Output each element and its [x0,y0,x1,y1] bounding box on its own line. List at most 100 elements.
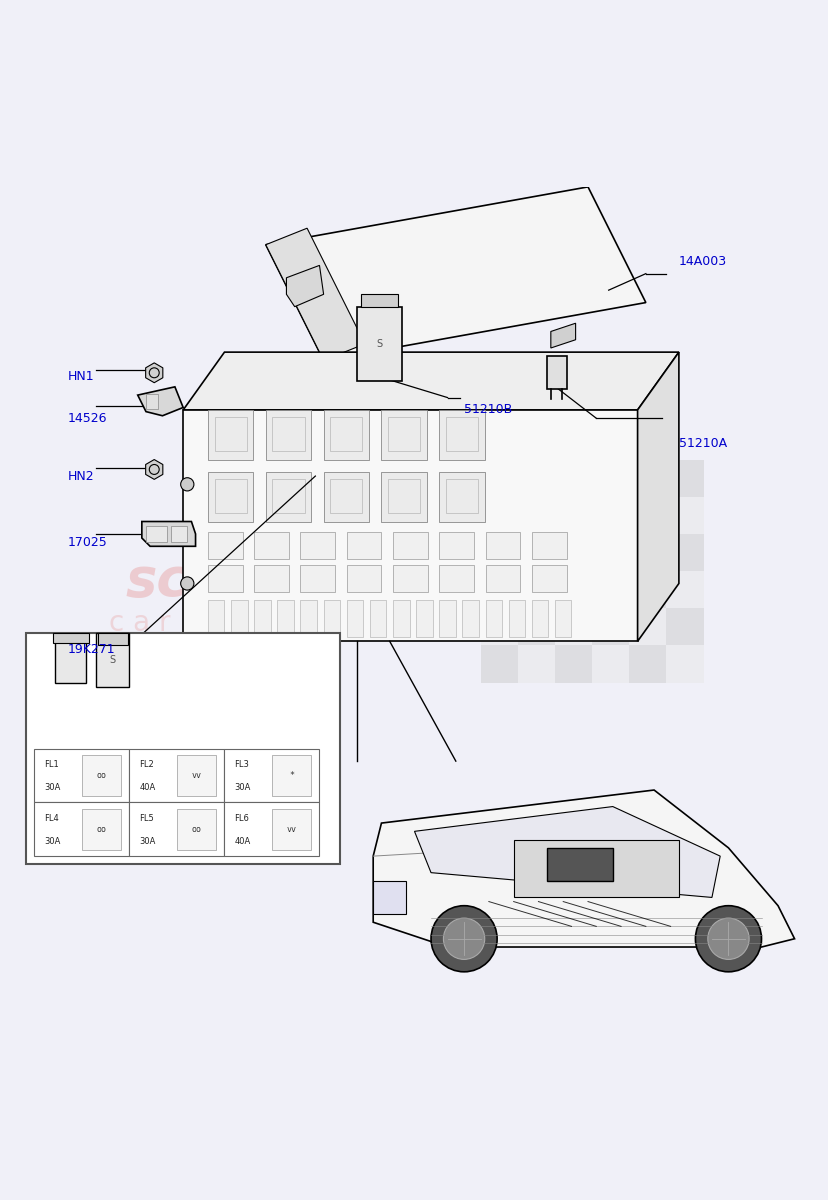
Bar [485,600,502,637]
Polygon shape [266,187,645,360]
Text: oo: oo [97,824,107,834]
Circle shape [695,906,761,972]
Polygon shape [286,265,323,307]
Text: 30A: 30A [234,782,250,792]
Bar [591,608,628,646]
Bar [666,460,703,497]
Polygon shape [183,352,678,410]
Bar [231,600,248,637]
Text: 30A: 30A [139,836,156,846]
Bar [346,533,381,559]
Bar [485,533,520,559]
Bar [628,460,666,497]
Circle shape [181,577,194,590]
Bar [554,646,591,683]
Text: 30A: 30A [45,836,60,846]
Bar [82,755,121,796]
Bar [392,600,409,637]
Bar [554,608,591,646]
Bar [82,809,121,850]
Bar [369,600,386,637]
Bar [666,497,703,534]
Bar [591,646,628,683]
Bar [666,608,703,646]
Bar [554,534,591,571]
Text: 19K271: 19K271 [67,643,115,656]
Polygon shape [414,806,720,898]
Bar [480,571,518,608]
Bar [388,479,420,514]
Bar [146,395,158,409]
Bar [214,416,247,451]
Bar [508,600,525,637]
Polygon shape [142,522,195,546]
Circle shape [431,906,497,972]
Text: 17025: 17025 [67,535,107,548]
Bar [388,416,420,451]
Bar [35,749,129,803]
Bar [272,809,310,850]
Bar [591,497,628,534]
Bar [439,410,484,460]
Bar [346,565,381,592]
Bar [254,533,289,559]
Bar [330,479,362,514]
Bar [52,634,89,643]
Bar [554,497,591,534]
Text: FL6: FL6 [234,814,249,823]
Bar [392,533,427,559]
Circle shape [181,478,194,491]
Bar [323,600,339,637]
Bar [532,533,566,559]
Bar [513,840,678,898]
Text: FL2: FL2 [139,761,154,769]
Bar [356,307,402,382]
Bar [518,646,554,683]
Bar [416,600,432,637]
Bar [266,472,310,522]
Bar [26,634,339,864]
Bar [628,646,666,683]
Bar [177,809,216,850]
Bar [554,571,591,608]
Bar [628,534,666,571]
Bar [591,571,628,608]
Bar [381,472,426,522]
Bar [254,565,289,592]
Polygon shape [146,460,162,479]
Circle shape [181,527,194,540]
Bar [480,497,518,534]
Bar [554,460,591,497]
Bar [591,460,628,497]
Bar [439,600,455,637]
Bar [666,534,703,571]
Bar [272,416,304,451]
Bar [171,526,187,542]
Bar [546,356,566,389]
Text: FL3: FL3 [234,761,249,769]
Bar [129,803,224,856]
Text: FL1: FL1 [45,761,59,769]
Bar [208,410,253,460]
Bar [330,416,362,451]
Bar [518,497,554,534]
Bar [300,533,335,559]
Bar [224,749,319,803]
Bar [300,565,335,592]
Bar [346,600,363,637]
Bar [266,410,310,460]
Bar [439,565,474,592]
Text: 14526: 14526 [67,412,107,425]
Text: HN1: HN1 [67,371,94,384]
Bar [183,410,637,641]
Bar [214,479,247,514]
Bar [146,526,166,542]
Bar [35,803,129,856]
Bar [208,533,243,559]
Bar [666,571,703,608]
Bar [546,848,612,881]
Bar [277,600,293,637]
Bar [480,460,518,497]
Bar [177,755,216,796]
Bar [628,497,666,534]
